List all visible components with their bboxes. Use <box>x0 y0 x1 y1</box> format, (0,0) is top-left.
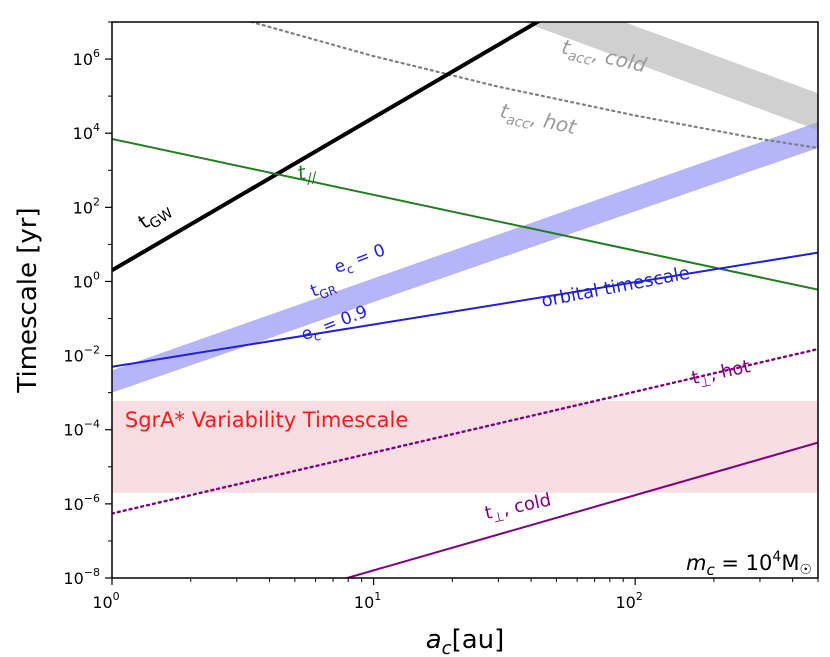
y-tick-label: 106 <box>73 47 100 69</box>
x-axis-label: ac[au] <box>426 625 505 657</box>
axes-layer: 100 101 102 10−8 10−6 10−4 10−2 100 102 104 106 ac[… <box>13 21 819 657</box>
mass-label: mc = 104M☉ <box>686 549 812 579</box>
series-line-t- <box>112 137 818 291</box>
y-axis-label: Timescale [yr] <box>13 207 43 393</box>
series-layer <box>112 22 818 578</box>
sgra-variability-band <box>112 400 818 493</box>
bands-layer <box>112 22 818 493</box>
series-line-t-acc-hot <box>247 22 818 150</box>
label-sgra-variability: SgrA* Variability Timescale <box>125 408 408 432</box>
t-acc-cold-band <box>523 22 818 131</box>
series-line-t-perp-hot <box>112 347 818 515</box>
y-tick-label: 10−6 <box>63 492 100 514</box>
x-tick-label: 101 <box>354 590 381 612</box>
plot-frame <box>111 21 819 579</box>
y-tick-label: 10−2 <box>63 344 100 366</box>
series-line-orbital-timescale <box>112 251 818 368</box>
y-tick-label: 10−4 <box>63 418 100 440</box>
y-tick-label: 10−8 <box>63 566 100 588</box>
x-tick-label: 100 <box>92 590 119 612</box>
x-tick-label: 102 <box>615 590 642 612</box>
series-line-t-gw <box>112 22 542 273</box>
y-tick-label: 102 <box>73 195 100 217</box>
series-line-t-perp-cold <box>343 441 818 578</box>
y-tick-label: 104 <box>73 121 100 143</box>
t-gr-band <box>112 122 818 393</box>
y-tick-label: 100 <box>73 269 100 291</box>
